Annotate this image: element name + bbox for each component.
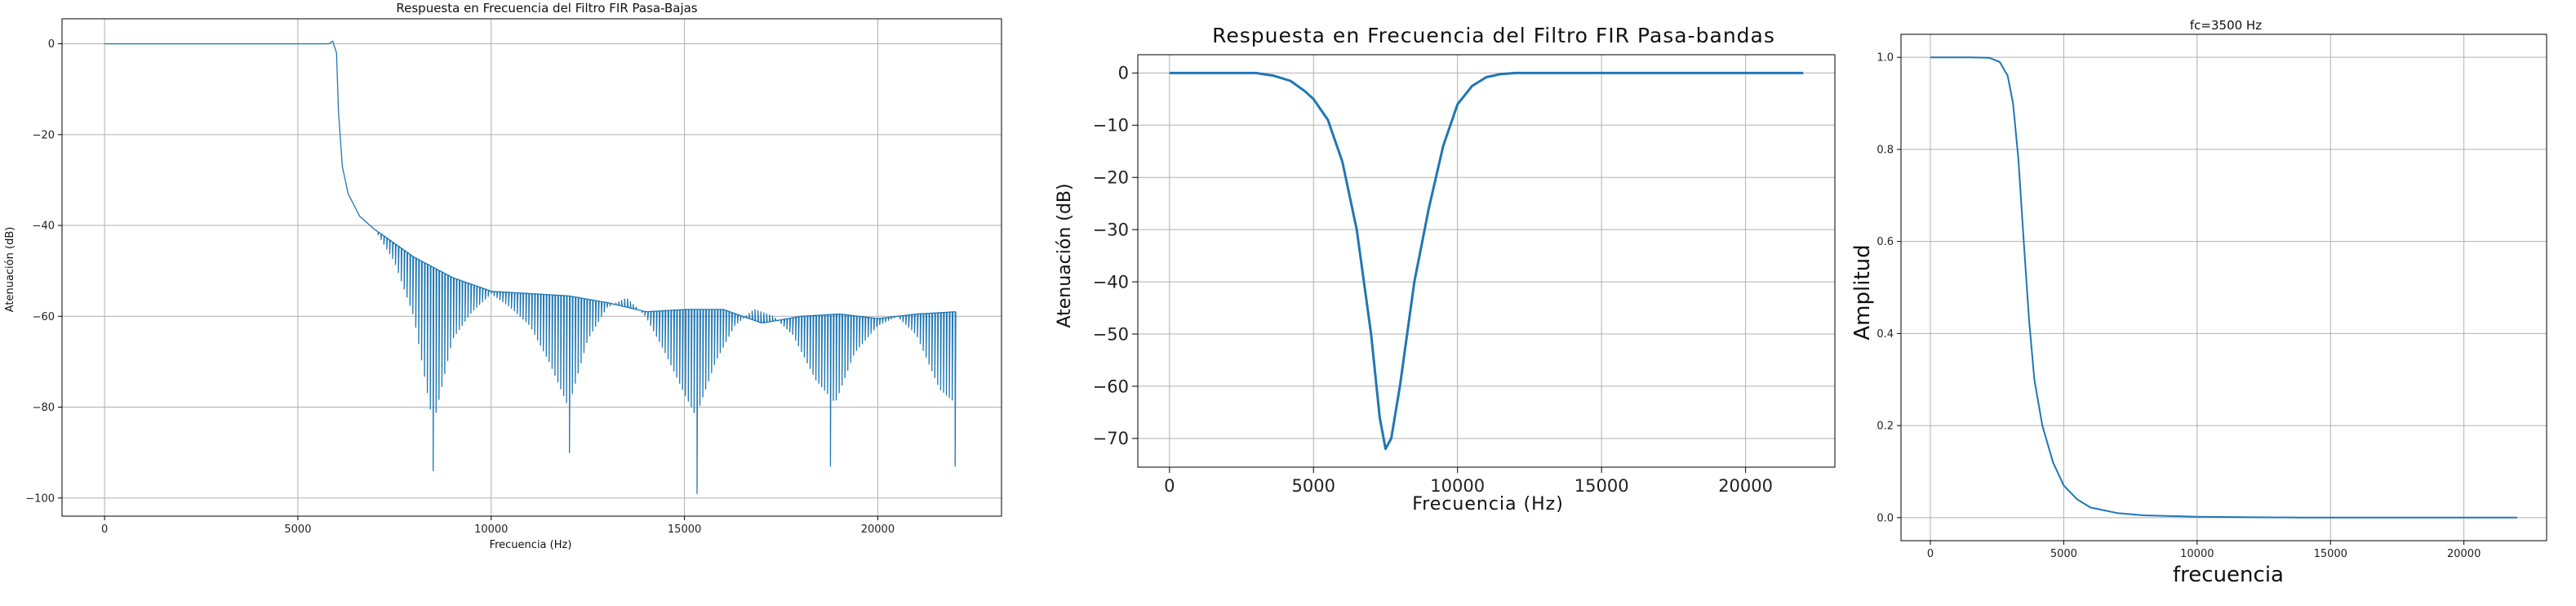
- y-tick-label: 0: [48, 38, 55, 51]
- chart-title: Respuesta en Frecuencia del Filtro FIR P…: [1212, 24, 1775, 47]
- x-tick-label: 15000: [2314, 548, 2347, 560]
- y-tick-label: 0.8: [1876, 144, 1894, 156]
- chart-title: Respuesta en Frecuencia del Filtro FIR P…: [396, 1, 697, 16]
- y-tick-label: −40: [1093, 272, 1129, 292]
- plot-frame: [61, 18, 1002, 517]
- y-tick-label: 0.6: [1876, 236, 1894, 248]
- y-tick-label: −10: [1093, 116, 1129, 136]
- x-tick-label: 20000: [1718, 476, 1773, 496]
- x-tick-label: 5000: [1292, 476, 1335, 496]
- y-tick-label: 0.2: [1876, 421, 1894, 433]
- y-axis-title: Atenuación (dB): [1055, 183, 1075, 328]
- x-tick-label: 15000: [1574, 476, 1629, 496]
- x-tick-label: 0: [1927, 548, 1934, 560]
- x-tick-label: 10000: [1430, 476, 1485, 496]
- y-tick-label: −70: [1093, 429, 1129, 448]
- plot-frame: [1137, 54, 1836, 468]
- y-axis-title: Amplitud: [1850, 244, 1875, 340]
- y-tick-label: −60: [1093, 377, 1129, 396]
- x-tick-label: 10000: [2180, 548, 2214, 560]
- x-axis-title: frecuencia: [2173, 563, 2284, 587]
- y-tick-label: −30: [1093, 220, 1129, 239]
- x-tick-label: 5000: [284, 524, 311, 536]
- y-tick-label: 1.0: [1876, 52, 1894, 65]
- y-tick-label: −100: [25, 492, 55, 505]
- x-tick-label: 0: [101, 524, 108, 536]
- x-tick-label: 15000: [668, 524, 701, 536]
- y-tick-label: −80: [33, 402, 55, 414]
- plot-frame: [1900, 33, 2547, 541]
- series-line: [1930, 56, 2517, 519]
- y-tick-label: −50: [1093, 324, 1129, 344]
- series-line: [104, 40, 957, 494]
- chart-title: fc=3500 Hz: [2190, 18, 2262, 33]
- x-tick-label: 10000: [474, 524, 508, 536]
- series-line: [1169, 71, 1804, 451]
- y-tick-label: 0.4: [1876, 328, 1894, 341]
- x-tick-label: 5000: [2050, 548, 2077, 560]
- y-tick-label: −20: [33, 129, 55, 141]
- x-axis-title: Frecuencia (Hz): [1412, 494, 1564, 515]
- x-tick-label: 0: [1164, 476, 1175, 496]
- grid: [1138, 55, 1835, 467]
- y-axis-title: Atenuación (dB): [4, 227, 16, 313]
- y-tick-label: 0.0: [1876, 512, 1894, 524]
- y-tick-label: −60: [33, 311, 55, 323]
- y-tick-label: 0: [1118, 64, 1129, 83]
- y-tick-label: −40: [33, 221, 55, 233]
- grid: [1901, 34, 2547, 541]
- x-axis-title: Frecuencia (Hz): [490, 539, 572, 551]
- x-tick-label: 20000: [2447, 548, 2481, 560]
- x-tick-label: 20000: [861, 524, 895, 536]
- y-tick-label: −20: [1093, 168, 1129, 188]
